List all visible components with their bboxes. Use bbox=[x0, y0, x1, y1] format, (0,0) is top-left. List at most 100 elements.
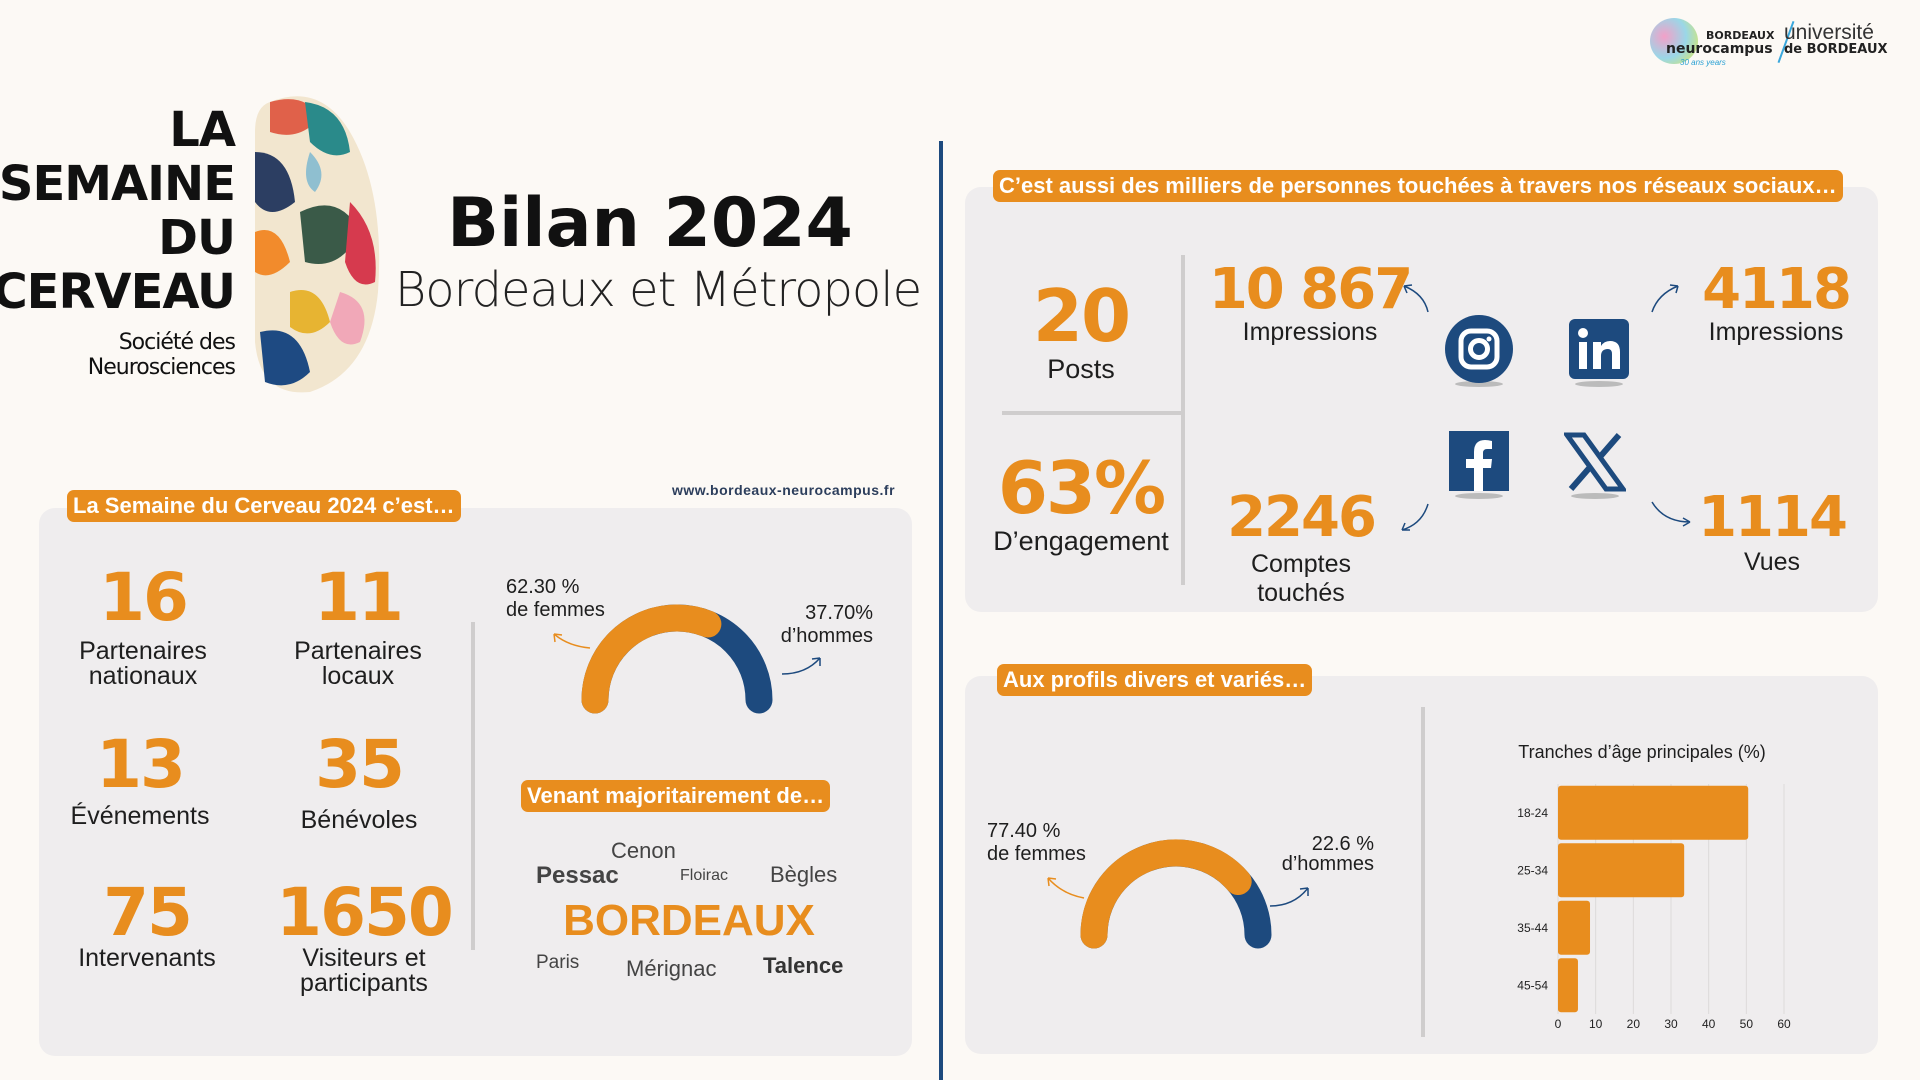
arrow-icon bbox=[553, 633, 591, 649]
linkedin-value: 4118 bbox=[1702, 257, 1852, 322]
social-vdivider bbox=[1181, 255, 1185, 585]
chart-title: Tranches d’âge principales (%) bbox=[1518, 742, 1766, 762]
women-share-2: 77.40 % de femmes bbox=[987, 820, 1086, 866]
stat-evenements: 13 Événements bbox=[71, 732, 210, 829]
arrow-icon bbox=[1651, 501, 1691, 527]
women-share-1: 62.30 % de femmes bbox=[506, 576, 605, 622]
stat-partenaires-locaux: 11 Partenaires locaux bbox=[288, 565, 428, 689]
x-tick-label: 40 bbox=[1702, 1017, 1716, 1031]
x-tick-label: 10 bbox=[1589, 1017, 1603, 1031]
stat-value: 35 bbox=[315, 726, 405, 803]
universite-main: université bbox=[1784, 21, 1874, 44]
arrow-icon bbox=[1651, 284, 1679, 313]
arrow-icon bbox=[1403, 284, 1429, 313]
facebook-icon[interactable] bbox=[1448, 430, 1510, 500]
engagement-value: 63% bbox=[997, 446, 1166, 530]
women-value: 77.40 % bbox=[987, 820, 1061, 842]
x-icon[interactable] bbox=[1564, 432, 1626, 500]
bar-45-54 bbox=[1558, 958, 1578, 1013]
arrow-icon bbox=[781, 657, 821, 675]
x-tick-label: 50 bbox=[1740, 1017, 1754, 1031]
universite-logo: université de BORDEAUX bbox=[1784, 22, 1888, 56]
arrow-icon bbox=[1047, 877, 1085, 899]
social-hdivider bbox=[1002, 411, 1182, 415]
bar-25-34 bbox=[1558, 843, 1685, 898]
page-subtitle: Bordeaux et Métropole bbox=[394, 262, 922, 318]
stat-label: Partenaires nationaux bbox=[79, 637, 207, 690]
logo-line: CERVEAU bbox=[0, 264, 236, 320]
y-tick-label: 35-44 bbox=[1517, 921, 1548, 935]
instagram-stat: 10 867 Impressions bbox=[1208, 257, 1413, 346]
brain-illustration bbox=[255, 96, 380, 393]
arrow-icon bbox=[1401, 503, 1429, 531]
age-chart: 0 10 20 30 40 50 60 18-24 25-34 35-44 45-54 bbox=[1517, 784, 1791, 1031]
origin-tag: Venant majoritairement de… bbox=[521, 780, 831, 812]
logo-sub: Neurosciences bbox=[87, 355, 236, 380]
linkedin-stat: 4118 Impressions bbox=[1702, 257, 1852, 346]
social-panel bbox=[965, 187, 1878, 612]
posts-stat: 20 Posts bbox=[1032, 274, 1131, 384]
y-tick-label: 25-34 bbox=[1517, 863, 1548, 877]
men-value: 37.70% bbox=[805, 602, 873, 624]
instagram-label: Impressions bbox=[1242, 318, 1378, 346]
neurocampus-top: BORDEAUX bbox=[1706, 29, 1775, 42]
x-tick-label: 60 bbox=[1777, 1017, 1791, 1031]
y-tick-label: 45-54 bbox=[1517, 978, 1548, 992]
engagement-stat: 63% D’engagement bbox=[993, 452, 1169, 555]
stat-partenaires-nationaux: 16 Partenaires nationaux bbox=[53, 565, 233, 689]
linkedin-label: Impressions bbox=[1708, 318, 1844, 346]
stat-label: Événements bbox=[70, 802, 210, 830]
women-label: de femmes bbox=[506, 599, 605, 621]
logo-line: LA bbox=[169, 102, 236, 158]
stat-benevoles: 35 Bénévoles bbox=[301, 732, 418, 833]
stat-value: 13 bbox=[96, 726, 186, 803]
stat-label: Partenaires locaux bbox=[294, 637, 422, 690]
summary-tag: La Semaine du Cerveau 2024 c’est… bbox=[67, 490, 461, 522]
linkedin-icon[interactable] bbox=[1568, 318, 1630, 388]
x-label: Vues bbox=[1743, 548, 1801, 576]
profiles-divider bbox=[1421, 707, 1425, 1037]
stat-value: 16 bbox=[99, 559, 189, 636]
city-paris: Paris bbox=[536, 952, 580, 973]
neurocampus-logo-blob bbox=[1650, 18, 1698, 64]
bar-35-44 bbox=[1558, 900, 1591, 955]
y-tick-label: 18-24 bbox=[1517, 806, 1548, 820]
website-url[interactable]: www.bordeaux-neurocampus.fr bbox=[672, 482, 896, 498]
center-divider bbox=[939, 141, 943, 1080]
universite-sub: de BORDEAUX bbox=[1784, 42, 1888, 57]
stat-label: Bénévoles bbox=[300, 806, 418, 834]
social-tag: C’est aussi des milliers de personnes to… bbox=[993, 170, 1843, 202]
women-value: 62.30 % bbox=[506, 576, 580, 598]
men-label: d’hommes bbox=[1281, 853, 1374, 875]
engagement-label: D’engagement bbox=[993, 526, 1169, 556]
stat-value: 1650 bbox=[276, 874, 454, 951]
x-value: 1114 bbox=[1698, 485, 1848, 550]
facebook-stat: 2246 Comptes touchés bbox=[1227, 485, 1377, 608]
stat-label: Intervenants bbox=[78, 944, 216, 972]
instagram-icon[interactable] bbox=[1444, 314, 1514, 388]
city-talence: Talence bbox=[763, 953, 844, 978]
men-label: d’hommes bbox=[780, 625, 873, 647]
page-title: Bilan 2024 bbox=[447, 184, 853, 263]
stat-visiteurs: 1650 Visiteurs et participants bbox=[276, 874, 454, 997]
stat-value: 75 bbox=[103, 874, 193, 951]
neurocampus-main: neurocampus bbox=[1666, 41, 1773, 57]
instagram-value: 10 867 bbox=[1208, 257, 1413, 322]
city-floirac: Floirac bbox=[680, 867, 729, 884]
facebook-value: 2246 bbox=[1227, 485, 1377, 550]
logo-line: SEMAINE bbox=[0, 156, 236, 212]
posts-value: 20 bbox=[1032, 274, 1131, 358]
stat-label: Visiteurs et participants bbox=[300, 944, 428, 997]
posts-label: Posts bbox=[1047, 354, 1115, 384]
x-tick-label: 20 bbox=[1627, 1017, 1641, 1031]
arrow-icon bbox=[1269, 887, 1309, 907]
city-begles: Bègles bbox=[770, 862, 838, 887]
city-bordeaux: BORDEAUX bbox=[563, 896, 815, 945]
stat-value: 11 bbox=[314, 559, 404, 636]
summary-divider bbox=[471, 622, 475, 950]
neurocampus-years: 30 ans years bbox=[1680, 58, 1726, 67]
neurocampus-logo: BORDEAUX neurocampus 30 ans years bbox=[1650, 18, 1775, 67]
logo-sub: Société des bbox=[118, 330, 236, 355]
men-share-1: 37.70% d’hommes bbox=[781, 602, 873, 648]
facebook-label: Comptes touchés bbox=[1250, 550, 1352, 607]
